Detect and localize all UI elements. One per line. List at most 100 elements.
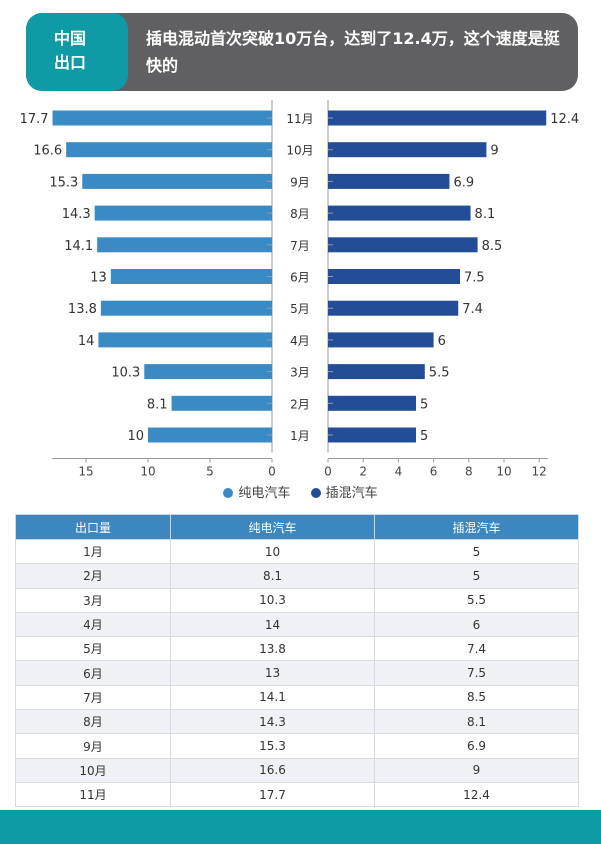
table-row: 6月 13 7.5 [15,660,579,686]
table-cell-bev: 14 [170,611,375,638]
table-row: 2月 8.1 5 [15,563,579,589]
right-axis-tick-label: 8 [465,465,473,479]
table-row: 4月 14 6 [15,611,579,638]
right-axis-tick-label: 0 [324,465,332,479]
table-cell-month: 2月 [15,563,171,589]
table-cell-phev: 5 [374,538,579,565]
table-row: 1月 10 5 [15,538,579,565]
data-label-bev: 16.6 [33,144,62,159]
bar-phev [328,142,487,158]
bar-bev [100,300,272,316]
right-axis-tick-label: 2 [359,465,367,479]
table-cell-bev: 16.6 [170,757,375,783]
table-header-month: 出口量 [15,514,171,540]
data-label-bev: 14.1 [64,239,93,254]
table-cell-phev: 5 [374,563,579,589]
table-header-phev: 插混汽车 [374,514,579,540]
bar-phev [328,205,471,221]
data-label-bev: 17.7 [20,112,49,127]
month-label: 10月 [286,144,313,158]
month-label: 2月 [290,397,310,411]
data-label-bev: 13.8 [68,302,97,317]
bar-bev [94,205,273,221]
month-label: 9月 [290,175,310,189]
month-label: 1月 [290,429,310,443]
month-label: 11月 [286,112,313,126]
table-cell-month: 5月 [15,636,171,662]
legend-item-bev: 纯电汽车 [223,482,290,501]
data-label-phev: 6.9 [453,175,474,190]
data-label-bev: 14.3 [62,207,91,222]
export-table: 出口量 纯电汽车 插混汽车 1月 10 5 2月 8.1 5 3月 10.3 5.5 4月 14 6 5… [15,514,579,808]
table-cell-bev: 15.3 [170,733,375,759]
data-label-phev: 8.1 [475,207,496,222]
footer-bar [0,810,601,844]
table-cell-month: 7月 [15,684,171,711]
header-title: 插电混动首次突破10万台，达到了12.4万，这个速度是挺快的 [146,29,560,75]
right-axis-tick-label: 10 [496,465,511,479]
left-axis-tick-label: 10 [140,465,155,479]
table-body: 1月 10 5 2月 8.1 5 3月 10.3 5.5 4月 14 6 5月 13.8 7.4 6月 13 7.… [15,538,579,808]
table-cell-bev: 10.3 [170,587,375,613]
data-label-bev: 10.3 [111,366,140,381]
table-header-row: 出口量 纯电汽车 插混汽车 [15,514,579,540]
table-row: 11月 17.7 12.4 [15,781,579,808]
month-label: 7月 [290,239,310,253]
data-label-phev: 9 [490,144,498,159]
bar-bev [82,173,272,189]
table-cell-month: 8月 [15,709,171,735]
table-cell-phev: 8.5 [374,684,579,711]
bar-bev [66,142,272,158]
table-cell-month: 11月 [15,781,171,808]
table-cell-bev: 10 [170,538,375,565]
right-axis-tick-label: 12 [532,465,547,479]
header-tag-line1: 中国 [54,29,87,48]
data-label-phev: 7.5 [464,271,485,286]
data-label-bev: 15.3 [49,175,78,190]
left-axis-tick-label: 5 [206,465,214,479]
table-cell-month: 9月 [15,733,171,759]
month-label: 3月 [290,366,310,380]
legend-dot-bev [223,488,234,498]
table-cell-phev: 6.9 [374,733,579,759]
header-tag-line2: 出口 [54,53,87,72]
bar-bev [110,269,272,284]
table-cell-bev: 8.1 [170,563,375,589]
data-label-phev: 5 [420,429,428,444]
table-cell-month: 10月 [15,757,171,783]
table-row: 5月 13.8 7.4 [15,636,579,662]
bar-phev [328,269,460,284]
table-cell-phev: 8.1 [374,709,579,735]
legend-dot-phev [310,488,321,498]
left-axis-tick-label: 0 [268,465,276,479]
bar-phev [328,300,459,316]
month-label: 8月 [290,207,310,221]
table-row: 10月 16.6 9 [15,757,579,783]
table-row: 9月 15.3 6.9 [15,733,579,759]
chart-legend: 纯电汽车 插混汽车 [0,482,601,501]
month-label: 6月 [290,271,310,285]
table-cell-month: 4月 [15,611,171,638]
table-cell-bev: 14.3 [170,709,375,735]
table-cell-phev: 7.4 [374,636,579,662]
data-label-phev: 5.5 [429,366,450,381]
table-cell-phev: 6 [374,611,579,638]
table-cell-bev: 17.7 [170,781,375,808]
table-row: 7月 14.1 8.5 [15,684,579,711]
table-cell-month: 6月 [15,660,171,686]
table-cell-bev: 13 [170,660,375,686]
table-cell-phev: 9 [374,757,579,783]
data-label-bev: 14 [78,334,95,349]
header-tag: 中国 出口 [26,13,128,91]
bar-bev [148,427,272,443]
data-label-bev: 8.1 [147,397,168,412]
bar-phev [328,173,450,189]
table-cell-phev: 7.5 [374,660,579,686]
data-label-phev: 12.4 [550,112,579,127]
bar-phev [328,237,478,253]
legend-item-phev: 插混汽车 [310,482,378,501]
table-cell-bev: 13.8 [170,636,375,662]
bar-phev [328,364,425,380]
bar-bev [97,237,272,253]
bar-phev [328,427,416,443]
